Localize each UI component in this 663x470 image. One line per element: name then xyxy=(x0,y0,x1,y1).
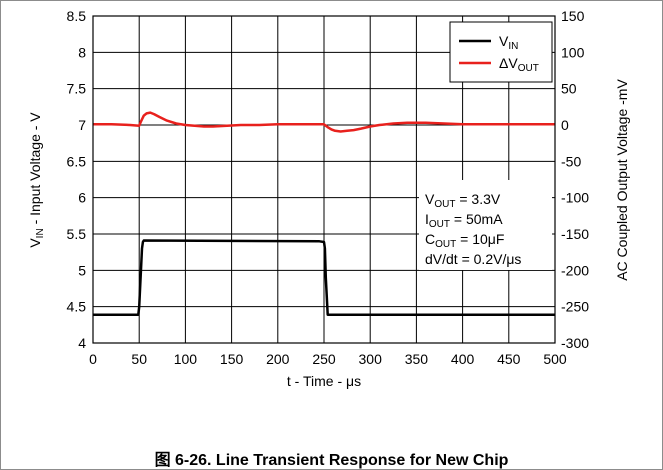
x-tick-label: 150 xyxy=(220,351,244,367)
x-tick-label: 50 xyxy=(131,351,147,367)
y-tick-label: 6.5 xyxy=(67,153,87,169)
x-tick-label: 100 xyxy=(174,351,198,367)
plot-border xyxy=(92,15,556,344)
y-axis-label: VIN - Input Voltage - V xyxy=(27,112,46,248)
x-tick-label: 250 xyxy=(312,351,336,367)
y2-tick-label: -150 xyxy=(561,226,589,242)
y-tick-label: 7.5 xyxy=(67,81,87,97)
y2-axis-label: AC Coupled Output Voltage -mV xyxy=(614,79,630,281)
y-tick-label: 7 xyxy=(78,117,86,133)
legend: VIN ΔVOUT xyxy=(449,21,553,83)
x-tick-label: 0 xyxy=(89,351,97,367)
y2-tick-label: -50 xyxy=(561,153,581,169)
x-tick-label: 450 xyxy=(497,351,521,367)
conditions-box: VOUT = 3.3V IOUT = 50mA COUT = 10μF dV/d… xyxy=(419,180,552,270)
x-tick-label: 500 xyxy=(543,351,567,367)
x-axis-label: t - Time - μs xyxy=(287,373,361,389)
y-tick-label: 8 xyxy=(78,44,86,60)
legend-box xyxy=(449,21,553,83)
y2-tick-label: -300 xyxy=(561,335,589,351)
series-line-dvout xyxy=(93,111,555,133)
series-layer xyxy=(93,111,555,316)
y2-tick-label: 50 xyxy=(561,81,577,97)
y-tick-label: 8.5 xyxy=(67,8,87,24)
y2-tick-label: 100 xyxy=(561,44,585,60)
tick-labels: 0 50 100 150 200 250 300 350 400 450 50044.555.566… xyxy=(67,8,590,367)
y2-tick-label: 150 xyxy=(561,8,585,24)
annotation-dvdt: dV/dt = 0.2V/μs xyxy=(425,251,521,267)
y-tick-label: 6 xyxy=(78,190,86,206)
x-tick-label: 300 xyxy=(359,351,383,367)
y2-tick-label: -200 xyxy=(561,262,589,278)
y-tick-label: 5 xyxy=(78,262,86,278)
y2-tick-label: -250 xyxy=(561,299,589,315)
x-tick-label: 200 xyxy=(266,351,290,367)
x-tick-label: 400 xyxy=(451,351,475,367)
y2-tick-label: 0 xyxy=(561,117,569,133)
y-tick-label: 4 xyxy=(78,335,86,351)
series-line-vin xyxy=(93,239,555,316)
line-chart: 0 50 100 150 200 250 300 350 400 450 50044.555.566… xyxy=(27,8,630,389)
y2-tick-label: -100 xyxy=(561,190,589,206)
figure-caption: 图 6-26. Line Transient Response for New … xyxy=(154,452,509,469)
y-tick-label: 4.5 xyxy=(67,299,87,315)
x-tick-label: 350 xyxy=(405,351,429,367)
y-tick-label: 5.5 xyxy=(67,226,87,242)
